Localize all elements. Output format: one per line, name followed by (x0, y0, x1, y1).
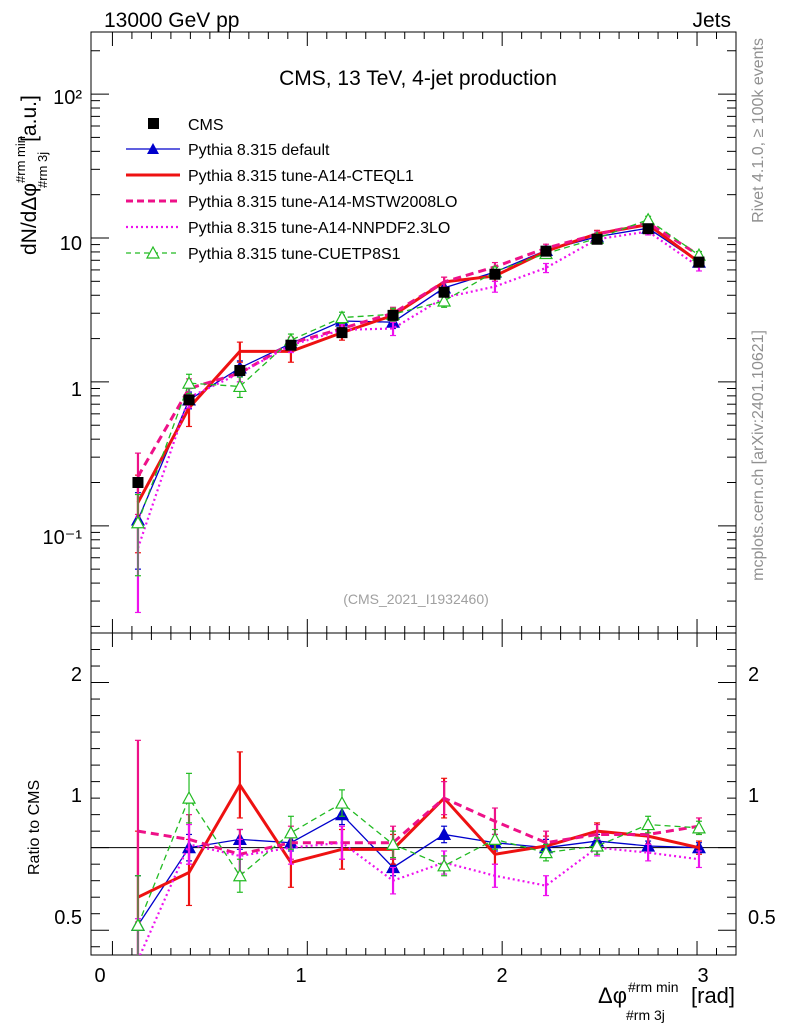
ratio-point-pythia-8-315-default (437, 827, 452, 841)
legend-marker-cms (148, 118, 159, 129)
legend-item-default: Pythia 8.315 default (126, 142, 330, 159)
cms-data-point (693, 256, 705, 268)
legend-label-cteql1: Pythia 8.315 tune-A14-CTEQL1 (188, 168, 414, 185)
ratio-point-pythia-8-315-tune-cuetp8s1 (590, 838, 605, 852)
top-line-pythia-8-315-tune-a14-mstw2008lo (136, 221, 700, 478)
ratio-point-pythia-8-315-tune-cuetp8s1 (386, 837, 401, 850)
ratio-tick-label-1-left: 1 (71, 785, 82, 807)
ratio-point-pythia-8-315-tune-cuetp8s1 (182, 790, 197, 804)
cms-data-point (591, 233, 603, 245)
ylabel-sub: #rm 3j (35, 152, 50, 188)
y-tick-label-10: 10 (60, 233, 82, 255)
ratio-tick-label-0-5-left: 0.5 (54, 907, 82, 929)
legend-label-default: Pythia 8.315 default (188, 142, 330, 159)
legend-label-mstw: Pythia 8.315 tune-A14-MSTW2008LO (188, 194, 457, 211)
top-line-pythia-8-315-tune-a14-nnpdf2-3lo (136, 230, 700, 549)
ratio-point-pythia-8-315-tune-cuetp8s1 (437, 858, 452, 872)
category-label: Jets (692, 9, 731, 32)
x-axis-label: Δφ #rm min #rm 3j [rad] (598, 979, 735, 1023)
cms-data-point (438, 286, 450, 298)
legend-marker-default (147, 143, 159, 154)
xlabel-units: [rad] (691, 983, 735, 1008)
ratio-y-axis-label: Ratio to CMS (26, 780, 43, 875)
cms-data-point (285, 339, 297, 351)
ratio-panel-frame (90, 632, 737, 956)
top-line-pythia-8-315-tune-a14-cteql1 (136, 222, 700, 504)
cms-data-point (132, 477, 144, 489)
legend-item-nnpdf: Pythia 8.315 tune-A14-NNPDF2.3LO (126, 220, 450, 237)
top-y-axis-label: dN/dΔφ#rm min #rm 3j [a.u.] (13, 95, 50, 255)
top-point-pythia-8-315-tune-cuetp8s1 (182, 375, 197, 389)
ratio-point-pythia-8-315-tune-cuetp8s1 (283, 825, 298, 839)
legend-label-cms: CMS (188, 117, 224, 134)
mcplots-label: mcplots.cern.ch [arXiv:2401.10621] (750, 330, 767, 581)
ylabel-sup: #rm min (13, 136, 28, 183)
ratio-line-pythia-8-315-default (137, 813, 699, 926)
ratio-tick-label-1-right: 1 (748, 785, 759, 807)
top-panel-series (130, 212, 706, 614)
x-tick-label-3: 3 (697, 965, 708, 987)
ratio-line-pythia-8-315-tune-cuetp8s1 (137, 796, 700, 926)
cms-data-point (183, 394, 195, 406)
legend-label-nnpdf: Pythia 8.315 tune-A14-NNPDF2.3LO (188, 220, 450, 237)
rivet-label: Rivet 4.1.0, ≥ 100k events (750, 38, 767, 223)
ratio-point-pythia-8-315-tune-cuetp8s1 (538, 845, 554, 859)
legend-item-cuetp8s1: Pythia 8.315 tune-CUETP8S1 (126, 245, 401, 263)
legend-label-cuetp8s1: Pythia 8.315 tune-CUETP8S1 (188, 246, 401, 263)
x-tick-label-1: 1 (295, 965, 306, 987)
top-point-pythia-8-315-tune-cuetp8s1 (334, 310, 349, 324)
top-point-pythia-8-315-tune-cuetp8s1 (437, 293, 452, 307)
xlabel-sub: #rm 3j (626, 1007, 665, 1023)
x-tick-label-0: 0 (94, 965, 105, 987)
ratio-line-pythia-8-315-tune-a14-mstw2008lo (137, 796, 700, 856)
legend: CMS Pythia 8.315 default Pythia 8.315 tu… (126, 117, 457, 263)
ylabel-main: dN/dΔφ (18, 183, 41, 255)
top-point-pythia-8-315-tune-cuetp8s1 (641, 212, 656, 226)
ratio-panel-series (130, 739, 706, 955)
ylabel-units: [a.u.] (18, 95, 41, 142)
energy-label: 13000 GeV pp (104, 9, 239, 32)
cms-data-point (387, 309, 399, 321)
y-tick-label-1: 1 (71, 379, 82, 401)
legend-marker-cuetp8s1 (145, 245, 161, 259)
top-point-pythia-8-315-tune-cuetp8s1 (130, 515, 145, 529)
top-line-pythia-8-315-default (137, 227, 700, 521)
cms-data-point (234, 365, 246, 377)
y-tick-label-0-1: 10⁻¹ (43, 527, 83, 549)
cms-data-point (489, 268, 501, 280)
ratio-tick-label-2-right: 2 (748, 664, 759, 686)
svg-text:dN/dΔφ#rm min#rm 3j[a.u.]: dN/dΔφ#rm min #rm 3j [a.u.] (13, 95, 50, 255)
ratio-point-pythia-8-315-tune-cuetp8s1 (130, 918, 145, 931)
tick-labels: 0 1 2 3 10⁻¹ 1 10 10² 0.5 1 2 0.5 1 2 (43, 87, 776, 987)
ratio-point-pythia-8-315-tune-cuetp8s1 (641, 817, 656, 831)
x-tick-label-2: 2 (496, 965, 507, 987)
y-tick-label-100: 10² (53, 87, 82, 109)
ratio-point-pythia-8-315-tune-cuetp8s1 (691, 820, 706, 834)
cms-data-point (540, 245, 552, 257)
xlabel-main: Δφ (598, 983, 627, 1008)
ratio-point-pythia-8-315-tune-cuetp8s1 (334, 795, 349, 809)
top-line-pythia-8-315-tune-cuetp8s1 (137, 218, 700, 523)
ratio-line-pythia-8-315-tune-a14-nnpdf2-3lo (138, 841, 700, 955)
cms-data-point (336, 327, 348, 339)
ratio-point-pythia-8-315-tune-cuetp8s1 (487, 832, 502, 846)
cms-data-point (642, 223, 654, 235)
plot-title: CMS, 13 TeV, 4-jet production (279, 67, 557, 90)
legend-item-cteql1: Pythia 8.315 tune-A14-CTEQL1 (126, 168, 414, 185)
top-point-pythia-8-315-tune-cuetp8s1 (232, 379, 247, 393)
analysis-id: (CMS_2021_I1932460) (343, 591, 489, 607)
legend-item-cms: CMS (148, 117, 224, 134)
ratio-tick-label-2-left: 2 (71, 664, 82, 686)
xlabel-sup: #rm min (628, 979, 679, 995)
legend-item-mstw: Pythia 8.315 tune-A14-MSTW2008LO (126, 194, 457, 211)
ratio-point-pythia-8-315-tune-cuetp8s1 (232, 868, 247, 882)
ratio-tick-label-0-5-right: 0.5 (748, 907, 776, 929)
ratio-line-pythia-8-315-tune-a14-cteql1 (137, 782, 700, 899)
axis-ticks (91, 32, 736, 955)
